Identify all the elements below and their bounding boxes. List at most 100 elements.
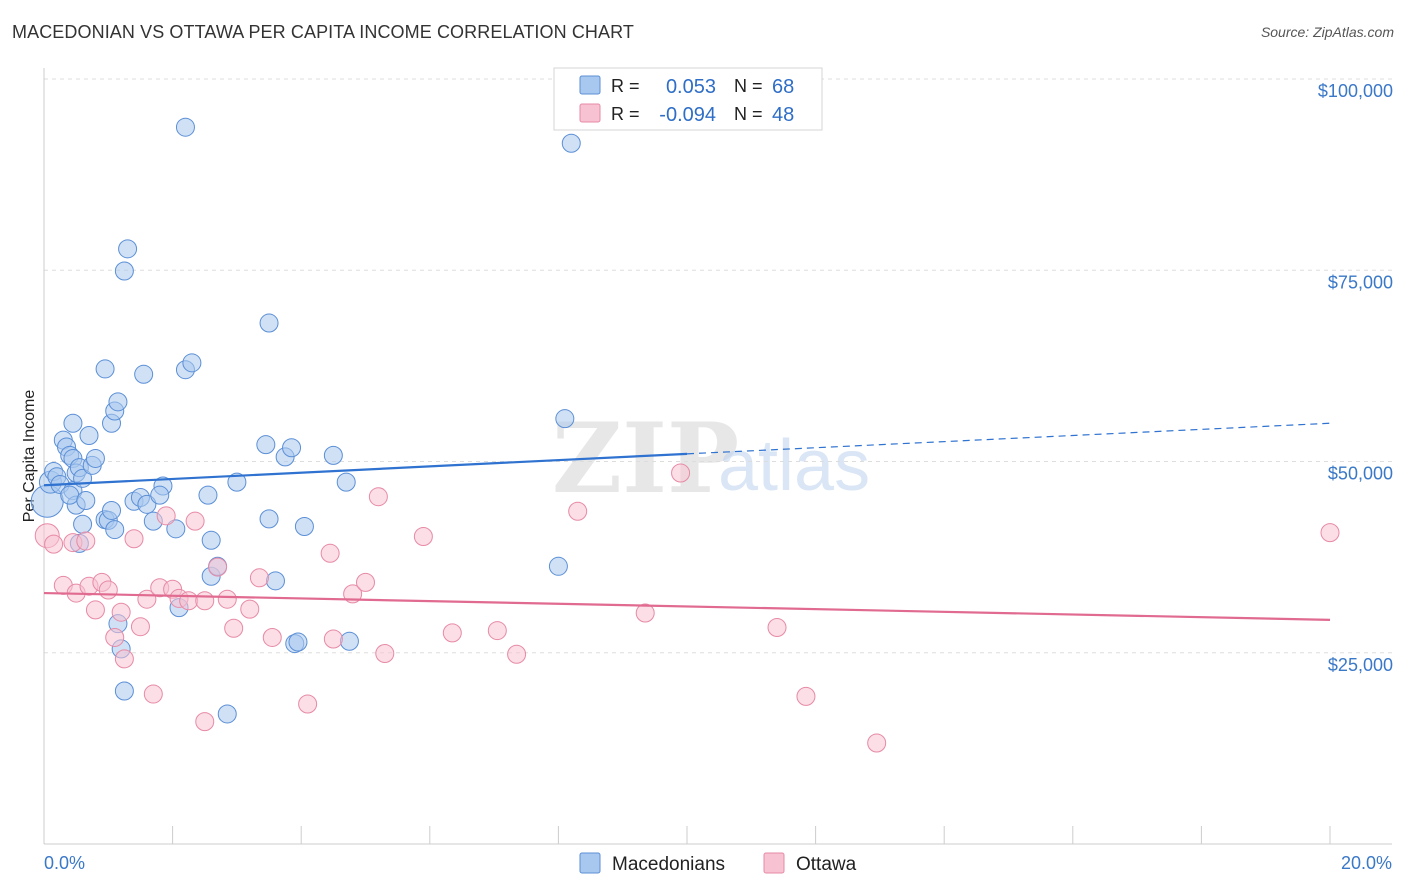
data-point [175,117,195,137]
data-point [156,506,176,526]
legend-label-ottawa: Ottawa [796,854,857,875]
data-point [336,472,356,492]
data-point [179,591,199,611]
data-point [555,409,575,429]
data-point [76,491,96,511]
data-point [256,435,276,455]
data-point [85,600,105,620]
data-point [63,413,83,433]
stats-swatch-ottawa [579,103,601,123]
data-point [442,623,462,643]
data-point [108,392,128,412]
data-point [796,686,816,706]
data-point [867,733,887,753]
data-point [635,603,655,623]
legend: Macedonians Ottawa [579,852,857,875]
data-point [143,684,163,704]
trend-lines [43,422,1331,621]
data-point [561,133,581,153]
data-point [124,529,144,549]
data-point [185,511,205,531]
y-tick-labels: $25,000 $50,000 $75,000 $100,000 [1318,81,1393,675]
data-point [249,568,269,588]
source-label: Source: ZipAtlas.com [1260,24,1394,40]
x-axis-ticks [43,826,1331,844]
data-point [105,520,125,540]
data-point [1320,523,1340,543]
data-point [79,425,99,445]
data-point [134,364,154,384]
data-point [259,509,279,529]
data-point [487,621,507,641]
data-point [114,649,134,669]
data-point [356,572,375,592]
data-point [323,629,343,649]
data-point [137,494,157,514]
gridlines [44,78,1392,654]
legend-label-macedonians: Macedonians [612,854,725,875]
data-point [507,644,527,664]
data-point [195,591,215,611]
stats-r-value-1: -0.094 [659,104,716,126]
data-point [265,571,285,591]
trend-line [43,452,688,487]
data-point [294,517,314,537]
data-point [166,519,186,539]
y-tick-label: $75,000 [1328,272,1393,292]
data-point [368,487,388,507]
data-point [262,627,282,647]
legend-swatch-macedonians [579,852,601,874]
data-point [548,556,568,576]
series-macedonians [30,117,581,724]
data-point [288,632,308,652]
data-point [217,589,237,609]
data-point [568,501,588,521]
data-point [217,704,237,724]
data-point [259,313,279,333]
data-point [114,681,134,701]
data-point [105,627,125,647]
data-point [320,543,340,563]
y-tick-label: $50,000 [1328,464,1393,484]
data-point [375,644,395,664]
stats-r-value-0: 0.053 [666,76,716,98]
data-point [44,534,64,554]
data-point [224,618,244,638]
stats-n-value-1: 48 [772,104,794,126]
data-point [195,712,215,732]
data-point [339,631,359,651]
data-point [95,359,115,379]
series-ottawa [34,463,1340,753]
data-point [150,485,170,505]
chart-title: MACEDONIAN VS OTTAWA PER CAPITA INCOME C… [12,22,635,42]
data-point [227,472,247,492]
data-point [85,448,105,468]
data-point [114,261,134,281]
data-point [413,526,433,546]
stats-n-label-1: N = [734,104,763,124]
data-point [240,599,260,619]
data-point [76,531,96,551]
trend-line [43,591,1331,621]
stats-n-value-0: 68 [772,76,794,98]
stats-r-label-0: R = [611,76,640,96]
data-point [182,353,202,373]
data-point [73,514,93,534]
data-point [671,463,691,483]
x-tick-label-max: 20.0% [1341,853,1392,873]
data-point [130,617,150,637]
stats-r-label-1: R = [611,104,640,124]
legend-swatch-ottawa [763,852,785,874]
data-point [282,438,302,458]
data-point [298,694,318,714]
y-axis-label: Per Capita Income [21,390,38,523]
x-tick-label-min: 0.0% [44,853,85,873]
data-point [208,557,228,577]
data-point [198,485,218,505]
data-point [323,445,343,465]
watermark-atlas: atlas [718,426,870,506]
stats-swatch-macedonians [579,75,601,95]
data-point [767,618,787,638]
y-tick-label: $100,000 [1318,81,1393,101]
